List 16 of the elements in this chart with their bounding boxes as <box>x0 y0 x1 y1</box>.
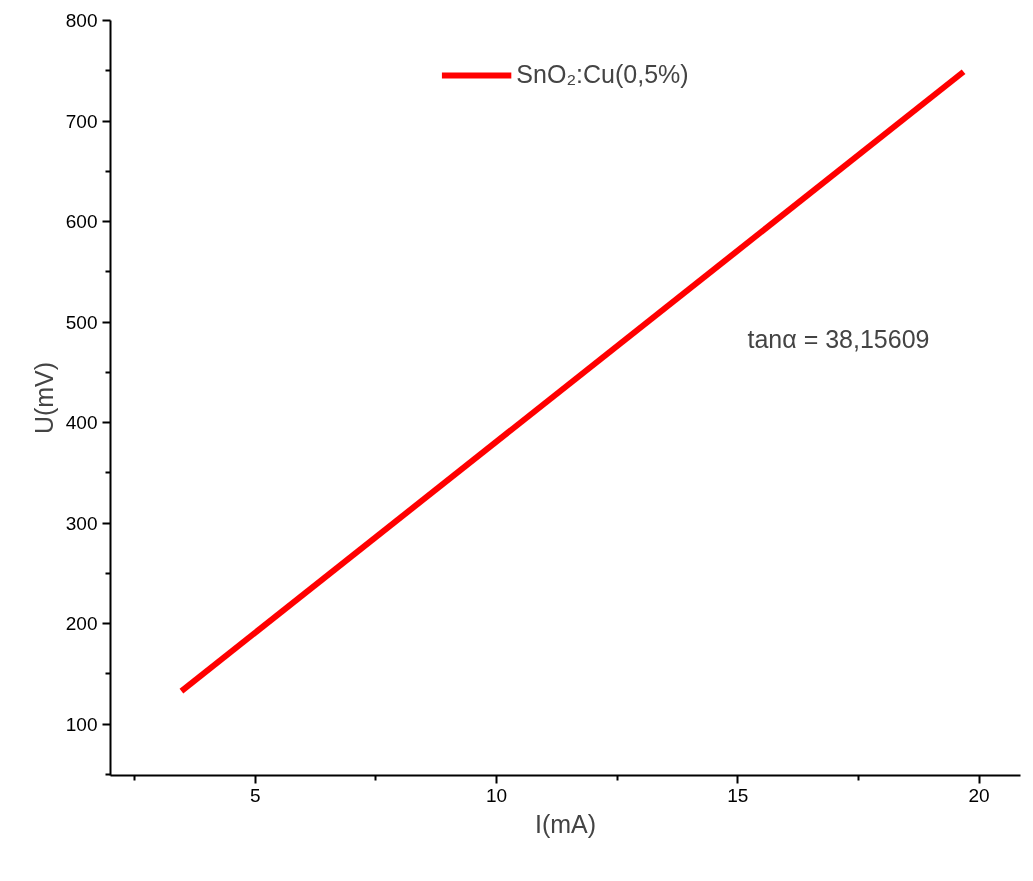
y-tick-label: 600 <box>65 211 98 233</box>
annotation: tanα = 38,15609 <box>747 324 930 353</box>
y-tick-label: 300 <box>65 512 98 534</box>
y-tick-label: 200 <box>65 613 98 635</box>
x-tick-label: 20 <box>968 784 990 806</box>
x-axis-title: I(mA) <box>534 809 597 838</box>
x-tick-label: 10 <box>485 784 508 806</box>
y-tick-label: 800 <box>65 10 98 31</box>
y-tick-label: 700 <box>65 110 98 132</box>
y-tick-label: 500 <box>65 311 98 333</box>
y-axis-title: U(mV) <box>29 361 58 435</box>
x-tick-label: 5 <box>249 784 261 806</box>
x-tick-label: 15 <box>727 784 749 806</box>
y-tick-label: 400 <box>65 412 98 434</box>
legend-label: SnO₂:Cu(0,5%) <box>516 60 689 89</box>
y-tick-label: 100 <box>65 713 98 735</box>
